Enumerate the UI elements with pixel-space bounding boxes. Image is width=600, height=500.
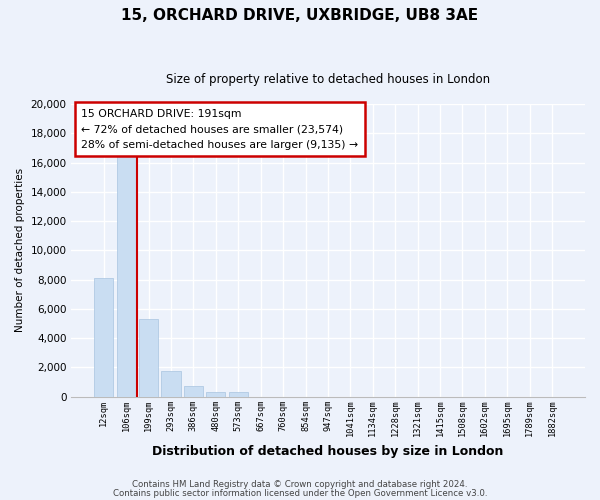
- Y-axis label: Number of detached properties: Number of detached properties: [15, 168, 25, 332]
- Text: 15, ORCHARD DRIVE, UXBRIDGE, UB8 3AE: 15, ORCHARD DRIVE, UXBRIDGE, UB8 3AE: [121, 8, 479, 22]
- Text: Contains HM Land Registry data © Crown copyright and database right 2024.: Contains HM Land Registry data © Crown c…: [132, 480, 468, 489]
- Bar: [161, 371, 181, 396]
- X-axis label: Distribution of detached houses by size in London: Distribution of detached houses by size …: [152, 444, 503, 458]
- Bar: [229, 392, 248, 396]
- Bar: [116, 156, 136, 396]
- Bar: [139, 319, 158, 396]
- Text: Contains public sector information licensed under the Open Government Licence v3: Contains public sector information licen…: [113, 488, 487, 498]
- Bar: [184, 386, 203, 396]
- Bar: [94, 278, 113, 396]
- Text: 15 ORCHARD DRIVE: 191sqm
← 72% of detached houses are smaller (23,574)
28% of se: 15 ORCHARD DRIVE: 191sqm ← 72% of detach…: [81, 108, 358, 150]
- Bar: [206, 392, 226, 396]
- Title: Size of property relative to detached houses in London: Size of property relative to detached ho…: [166, 72, 490, 86]
